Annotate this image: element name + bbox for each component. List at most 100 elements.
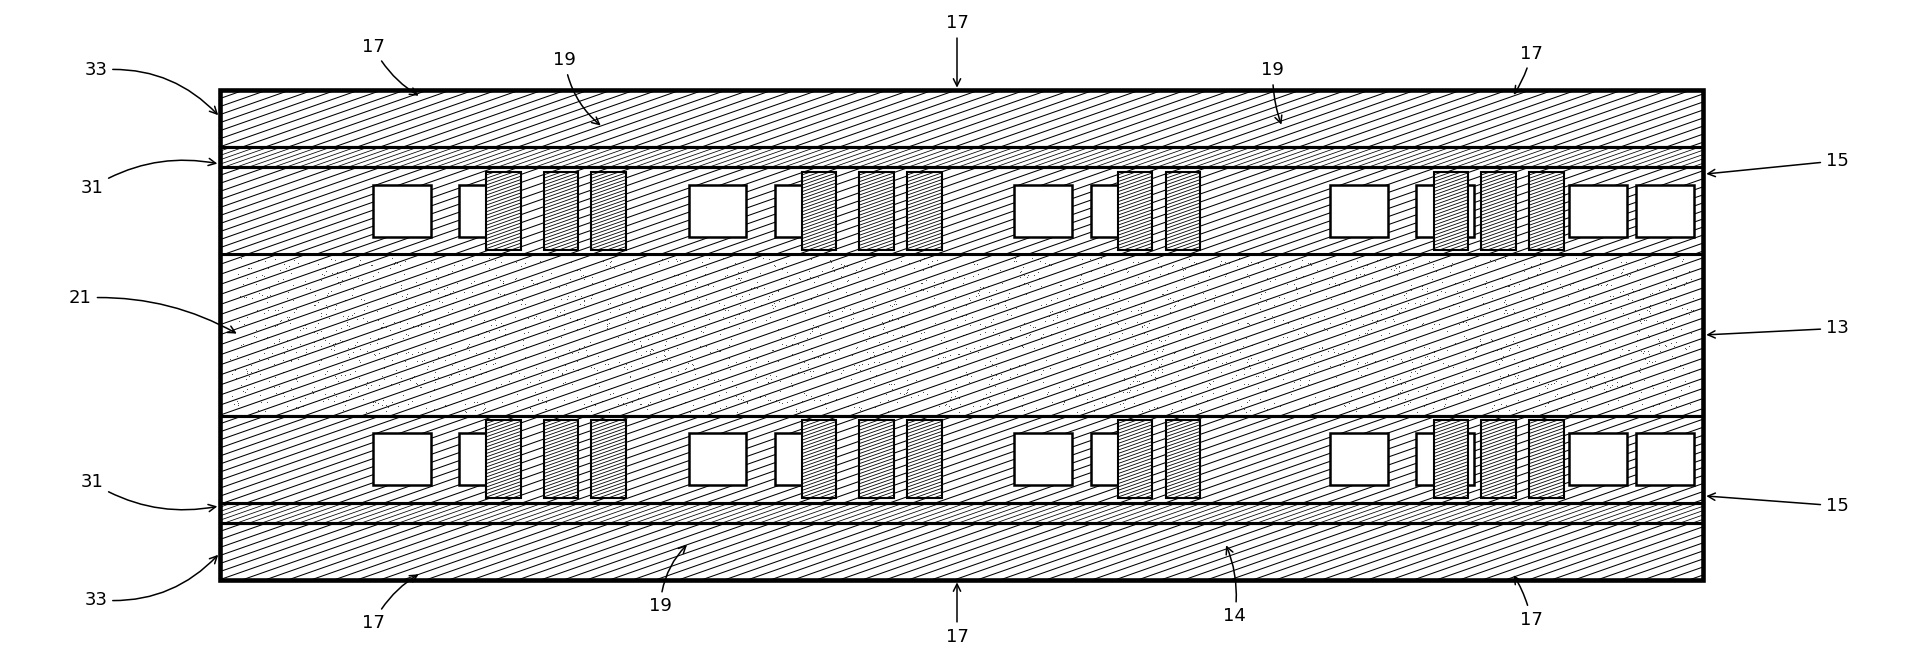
Point (1547, 283, 1577, 293)
Point (879, 379, 909, 390)
Point (1606, 267, 1636, 278)
Point (354, 332, 385, 343)
Point (299, 299, 329, 310)
Point (306, 308, 337, 319)
Point (903, 389, 934, 400)
Point (234, 263, 264, 273)
Point (1380, 264, 1411, 275)
Point (873, 395, 903, 405)
Point (957, 271, 988, 281)
Point (1468, 326, 1499, 336)
Point (383, 327, 413, 338)
Point (1183, 403, 1213, 414)
Point (1076, 392, 1106, 403)
Point (1102, 293, 1133, 304)
Point (869, 322, 900, 333)
Bar (1014, 185, 1072, 237)
Point (1547, 361, 1577, 372)
Point (1108, 373, 1139, 384)
Point (285, 325, 316, 336)
Point (1369, 294, 1399, 305)
Point (1547, 344, 1577, 354)
Point (1652, 326, 1682, 336)
Point (299, 371, 329, 381)
Point (540, 305, 570, 316)
Point (1208, 307, 1238, 318)
Point (844, 405, 875, 415)
Point (936, 325, 967, 336)
Point (404, 306, 434, 316)
Point (1116, 329, 1146, 340)
Point (283, 403, 314, 413)
Point (272, 344, 302, 354)
Point (1367, 289, 1397, 300)
Point (990, 296, 1020, 307)
Point (1525, 254, 1556, 265)
Point (896, 392, 926, 403)
Point (1600, 338, 1631, 348)
Point (335, 270, 366, 281)
Point (333, 348, 364, 359)
Point (1210, 358, 1240, 369)
Point (1248, 312, 1279, 322)
Point (1369, 371, 1399, 382)
Point (1365, 391, 1395, 401)
Point (1263, 291, 1294, 302)
Point (1005, 321, 1035, 332)
Point (848, 303, 879, 314)
Point (436, 370, 467, 381)
Point (790, 308, 821, 318)
Point (1143, 332, 1173, 343)
Point (1525, 330, 1556, 340)
Point (222, 400, 253, 411)
Point (1192, 367, 1223, 378)
Point (279, 306, 310, 317)
Point (1252, 296, 1282, 307)
Point (844, 289, 875, 299)
Point (1127, 377, 1158, 387)
Point (1112, 295, 1143, 306)
Point (287, 401, 318, 411)
Point (1533, 344, 1564, 354)
Point (1328, 277, 1359, 287)
Point (367, 395, 398, 405)
Point (1005, 325, 1035, 336)
Point (819, 305, 850, 316)
Point (1120, 397, 1150, 408)
Point (377, 397, 408, 407)
Point (628, 309, 658, 320)
Point (1296, 279, 1326, 289)
Point (722, 382, 752, 393)
Point (448, 326, 478, 336)
Point (356, 259, 387, 270)
Point (542, 310, 572, 320)
Point (1472, 281, 1502, 292)
Point (1460, 346, 1491, 357)
Point (641, 352, 672, 362)
Point (1225, 346, 1256, 357)
Bar (1636, 433, 1694, 485)
Point (685, 340, 716, 351)
Point (500, 312, 530, 322)
Point (1145, 335, 1175, 346)
Point (1177, 362, 1208, 373)
Point (1416, 322, 1447, 333)
Point (348, 312, 379, 323)
Point (1541, 389, 1571, 399)
Point (469, 403, 500, 414)
Point (1587, 348, 1617, 359)
Point (264, 333, 295, 344)
Point (1411, 352, 1441, 362)
Point (720, 313, 750, 324)
Point (1261, 369, 1292, 379)
Point (813, 308, 844, 318)
Point (364, 267, 394, 277)
Point (982, 399, 1013, 410)
Point (1139, 371, 1169, 382)
Point (1468, 369, 1499, 379)
Point (465, 364, 496, 375)
Point (1166, 325, 1196, 336)
Point (991, 291, 1022, 302)
Point (702, 344, 733, 354)
Point (1058, 291, 1089, 302)
